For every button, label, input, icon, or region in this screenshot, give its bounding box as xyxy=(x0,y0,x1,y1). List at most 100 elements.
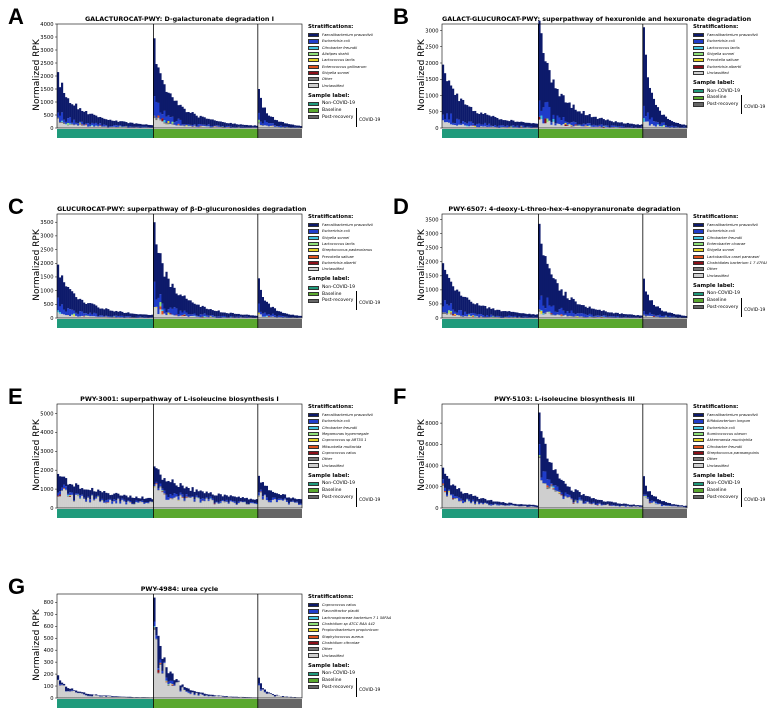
bar-segment xyxy=(456,498,458,508)
bar-segment xyxy=(282,499,284,500)
bar-segment xyxy=(284,313,286,317)
bar-segment xyxy=(200,693,202,694)
bar-segment xyxy=(113,125,115,127)
bar-segment xyxy=(238,503,240,508)
y-tick-label: 2000 xyxy=(425,260,438,266)
bar-segment xyxy=(145,127,147,128)
bar-segment xyxy=(472,496,474,500)
bar-segment xyxy=(560,125,562,128)
bar-segment xyxy=(196,489,198,495)
bar-segment xyxy=(504,505,506,506)
bar-segment xyxy=(454,291,456,312)
bar-segment xyxy=(93,695,95,698)
bar-segment xyxy=(575,110,577,123)
bar-segment xyxy=(210,309,212,315)
bar-segment xyxy=(161,121,163,122)
legend-swatch xyxy=(308,46,319,50)
bar-segment xyxy=(276,696,278,698)
bar-segment xyxy=(498,505,500,506)
bar-segment xyxy=(450,312,452,313)
bar-segment xyxy=(137,502,139,503)
bar-segment xyxy=(87,497,89,498)
bar-segment xyxy=(474,304,476,313)
legend-label: Unclassified xyxy=(322,654,344,658)
bar-segment xyxy=(77,693,79,698)
bar-segment xyxy=(657,122,659,124)
bar-segment xyxy=(298,504,300,505)
bar-segment xyxy=(123,126,125,127)
legend-label: Unclassified xyxy=(322,267,344,271)
bar-segment xyxy=(514,312,516,316)
bar-segment xyxy=(220,494,222,501)
bar-segment xyxy=(560,308,562,314)
bar-segment xyxy=(89,313,91,316)
y-tick-label: 1500 xyxy=(40,275,53,281)
bar-segment xyxy=(117,316,119,317)
bar-segment xyxy=(542,471,544,483)
bar-segment xyxy=(190,300,192,314)
bar-segment xyxy=(665,125,667,127)
bar-segment xyxy=(645,486,647,495)
bar-segment xyxy=(210,119,212,126)
sample-legend-item: Non-COVID-19 xyxy=(693,88,767,95)
bar-segment xyxy=(169,494,171,498)
bar-segment xyxy=(524,505,526,506)
bar-segment xyxy=(282,501,284,508)
y-tick-label: 1500 xyxy=(425,77,438,83)
bar-segment xyxy=(198,305,200,316)
bar-segment xyxy=(444,314,446,318)
bar-segment xyxy=(115,121,117,126)
bar-segment xyxy=(494,310,496,316)
bar-segment xyxy=(494,504,496,505)
bar-segment xyxy=(599,118,601,125)
bar-segment xyxy=(567,103,569,122)
bar-segment xyxy=(77,485,79,494)
bar-segment xyxy=(494,117,496,125)
bar-segment xyxy=(518,316,520,317)
bar-segment xyxy=(546,264,548,298)
bar-segment xyxy=(472,111,474,123)
bar-segment xyxy=(85,696,87,698)
bar-segment xyxy=(597,506,599,508)
y-tick-label: 500 xyxy=(44,636,54,642)
bar-segment xyxy=(613,505,615,506)
bar-segment xyxy=(530,314,532,317)
bar-segment xyxy=(87,490,89,497)
bar-segment xyxy=(89,499,91,502)
bar-segment xyxy=(216,311,218,317)
bar-segment xyxy=(155,244,157,299)
bar-segment xyxy=(232,313,234,317)
bar-segment xyxy=(284,498,286,499)
bar-segment xyxy=(226,495,228,500)
bar-segment xyxy=(188,112,190,124)
bar-segment xyxy=(93,123,95,126)
bar-segment xyxy=(488,307,490,316)
bar-segment xyxy=(442,65,444,115)
bar-segment xyxy=(587,123,589,126)
bar-segment xyxy=(498,316,500,317)
chart-title: GALACT-GLUCUROCAT-PWY: superpathway of h… xyxy=(442,15,687,23)
bar-segment xyxy=(157,673,159,674)
bar-segment xyxy=(286,126,288,127)
bar-segment xyxy=(554,312,556,315)
bar-segment xyxy=(105,315,107,316)
bar-segment xyxy=(581,125,583,126)
y-tick-label: 8000 xyxy=(425,421,438,427)
bar-segment xyxy=(184,499,186,501)
bar-segment xyxy=(554,490,556,491)
bar-segment xyxy=(111,495,113,501)
legend-label: Citrobacter freundii xyxy=(322,426,357,430)
bar-segment xyxy=(63,314,65,318)
bar-segment xyxy=(520,125,522,126)
bar-segment xyxy=(663,125,665,126)
bar-segment xyxy=(117,498,119,499)
bar-segment xyxy=(190,694,192,698)
bar-segment xyxy=(141,501,143,502)
bar-segment xyxy=(492,126,494,127)
bar-segment xyxy=(184,295,186,310)
sample-swatch xyxy=(693,102,704,106)
bar-segment xyxy=(556,487,558,491)
bar-segment xyxy=(452,495,454,498)
bar-segment xyxy=(468,315,470,316)
